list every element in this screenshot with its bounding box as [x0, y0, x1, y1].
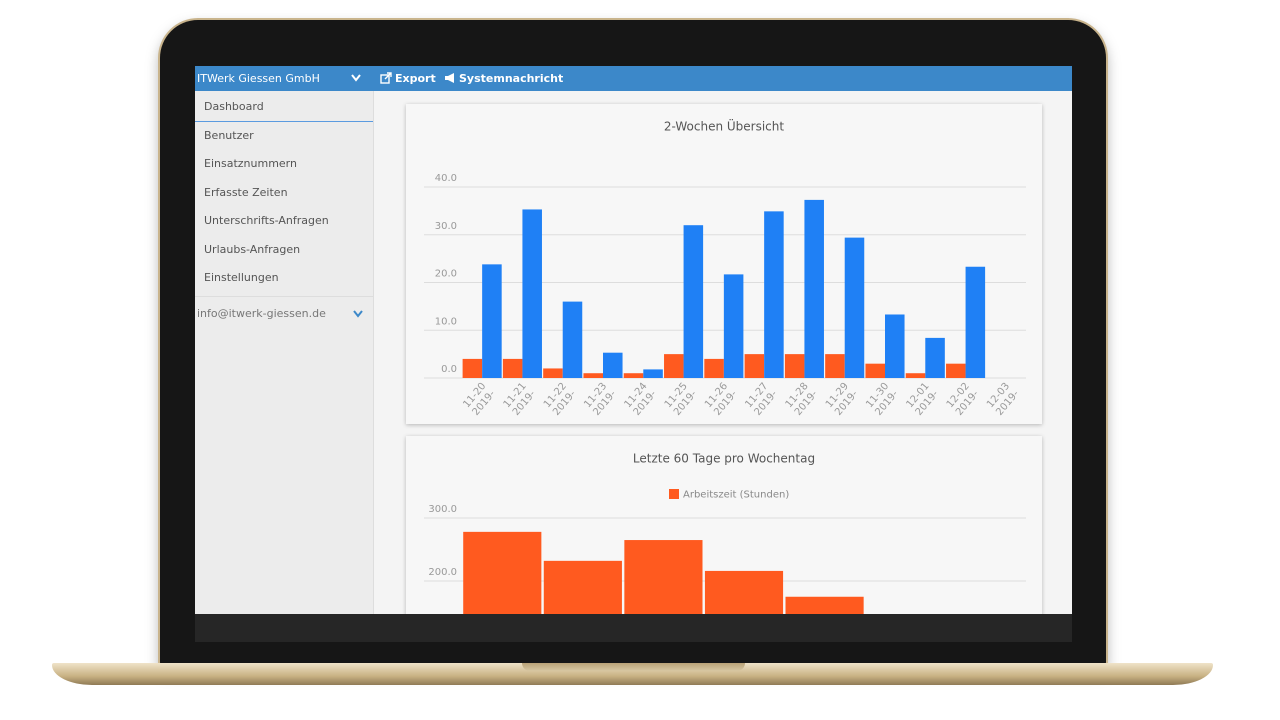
export-button[interactable]: Export [395, 72, 436, 85]
separator [195, 296, 373, 297]
x-tick-label: 12-022019- [945, 381, 982, 418]
x-tick-label: 11-242019- [622, 381, 659, 418]
active-underline [195, 121, 373, 122]
bar [804, 199, 824, 378]
laptop-base [52, 663, 1213, 685]
menu-item[interactable]: Erfasste Zeiten [204, 185, 288, 199]
y-tick-label: 40.0 [435, 173, 457, 184]
chevron[interactable] [353, 310, 363, 318]
x-tick-label: 11-202019- [461, 381, 498, 418]
top-bar: ITWerk Giessen GmbH Export Systemnachric… [195, 66, 1072, 91]
megaphone-icon [445, 73, 454, 83]
bar [462, 358, 483, 378]
menu-item[interactable]: Einsatznummern [204, 157, 297, 170]
bar [784, 354, 805, 378]
bar [785, 596, 864, 614]
export-icon [380, 72, 392, 84]
chart-title: 2-Wochen Übersicht [664, 118, 784, 134]
bar [463, 531, 542, 614]
x-tick-label: 11-262019- [703, 381, 740, 418]
menu-item[interactable]: Benutzer [204, 128, 254, 142]
menu-item[interactable]: Urlaubs-Anfragen [204, 242, 301, 256]
bar [723, 274, 744, 378]
bar [543, 368, 563, 378]
y-tick-label: 10.0 [435, 316, 457, 327]
x-tick-label: 11-282019- [784, 381, 821, 418]
x-tick-label: 11-222019- [542, 381, 579, 418]
bar [965, 266, 986, 378]
bar [643, 369, 663, 378]
x-tick-label: 11-302019- [864, 381, 901, 418]
y-tick-label: 20.0 [435, 269, 457, 280]
system-message-button[interactable]: Systemnachricht [459, 72, 564, 85]
bar [623, 373, 644, 378]
company-select[interactable]: ITWerk Giessen GmbH [197, 72, 320, 85]
bar [624, 540, 703, 614]
y-tick-label: 0.0 [441, 364, 457, 375]
sidebar: info@itwerk-giessen.de Dashboard Benutzer… [195, 91, 374, 614]
menu-item[interactable]: Unterschrifts-Anfragen [204, 214, 329, 227]
bar [683, 225, 704, 378]
y-tick-label: 30.0 [435, 221, 457, 232]
chart: 2-Wochen Übersicht 0.0 10.0 20.0 30.0 40.0 11-… [424, 118, 1026, 418]
bar [744, 354, 765, 378]
bar [946, 363, 966, 378]
bar [885, 314, 905, 378]
x-tick-label: 12-032019- [985, 381, 1022, 418]
bar [562, 301, 583, 378]
bar [603, 352, 623, 378]
legend-label: Arbeitszeit (Stunden) [683, 490, 789, 501]
bar [522, 209, 542, 378]
card: 2-Wochen Übersicht 0.0 10.0 20.0 30.0 40.0 11-… [406, 104, 1042, 424]
card: Letzte 60 Tage pro Wochentag Arbeitszeit … [406, 436, 1042, 614]
bar [482, 264, 502, 378]
bar [502, 358, 523, 378]
x-tick-label: 11-232019- [582, 381, 619, 418]
x-tick-label: 11-212019- [502, 381, 539, 418]
chart: Letzte 60 Tage pro Wochentag Arbeitszeit … [424, 452, 1026, 614]
bar [865, 363, 885, 378]
laptop-chin [195, 614, 1072, 642]
laptop-notch [522, 663, 745, 671]
chart-title: Letzte 60 Tage pro Wochentag [633, 452, 815, 466]
bar [704, 358, 724, 378]
menu-item[interactable]: Einstellungen [204, 271, 279, 284]
bar [925, 337, 945, 378]
screen: ITWerk Giessen GmbH Export Systemnachric… [195, 66, 1072, 614]
bar [543, 560, 622, 614]
x-tick-label: 12-012019- [904, 381, 941, 418]
legend-swatch [669, 489, 679, 499]
y-tick-label: 300.0 [428, 504, 457, 515]
x-tick-label: 11-252019- [663, 381, 700, 418]
bar [704, 570, 784, 614]
bar [664, 354, 684, 378]
y-tick-label: 200.0 [428, 567, 457, 578]
bar [844, 237, 865, 378]
x-tick-label: 11-292019- [824, 381, 861, 418]
user-email[interactable]: info@itwerk-giessen.de [197, 307, 326, 320]
x-tick-label: 11-272019- [743, 381, 780, 418]
bar [764, 211, 784, 378]
bar [583, 373, 603, 378]
chevron[interactable] [351, 74, 361, 82]
menu-item[interactable]: Dashboard [204, 100, 264, 113]
bar [825, 354, 845, 378]
bar [905, 373, 926, 378]
